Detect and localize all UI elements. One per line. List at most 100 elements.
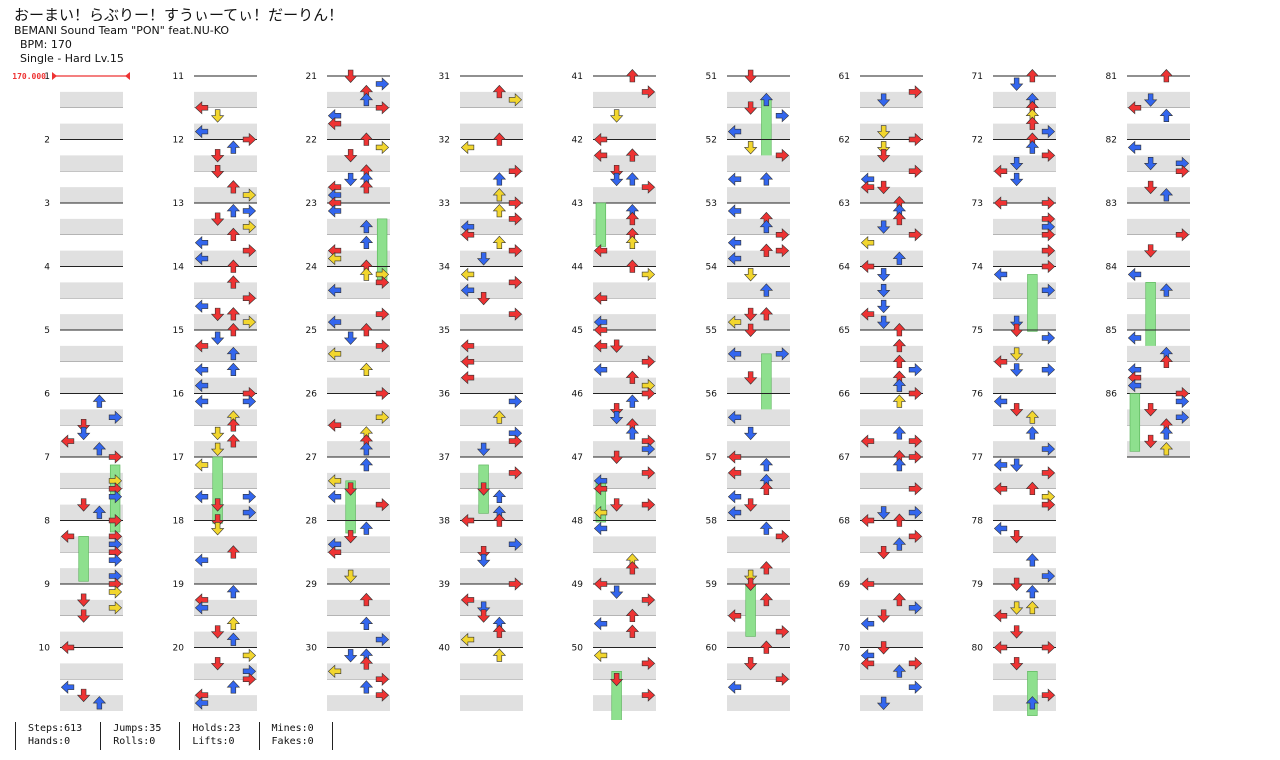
step-arrow xyxy=(242,490,257,504)
step-arrow xyxy=(727,490,742,504)
step-arrow xyxy=(476,553,491,568)
step-arrow xyxy=(1025,584,1040,599)
step-arrow xyxy=(908,505,923,520)
step-arrow xyxy=(641,442,656,456)
step-arrow-shape xyxy=(1009,601,1024,615)
step-arrow xyxy=(609,339,624,353)
measure-number: 22 xyxy=(306,136,317,146)
step-arrow xyxy=(375,339,390,353)
step-arrow-shape xyxy=(593,148,608,163)
step-arrow xyxy=(194,236,209,250)
beat-band xyxy=(460,409,523,426)
step-arrow xyxy=(593,648,608,663)
step-arrow xyxy=(76,688,91,703)
beat-band xyxy=(993,472,1056,489)
step-arrow-shape xyxy=(226,616,241,630)
step-arrow-shape xyxy=(593,482,608,496)
step-arrow xyxy=(76,593,91,607)
beat-band xyxy=(60,345,123,362)
step-arrow-shape xyxy=(625,608,640,623)
step-arrow-shape xyxy=(359,132,374,146)
step-arrow-shape xyxy=(1159,283,1174,297)
step-arrow xyxy=(759,521,774,535)
step-arrow xyxy=(759,283,774,297)
beat-band xyxy=(593,504,656,521)
measure-number: 60 xyxy=(706,644,718,654)
step-arrow-shape xyxy=(727,251,742,266)
step-arrow xyxy=(641,497,656,512)
step-arrow xyxy=(460,283,475,297)
step-arrow-shape xyxy=(343,649,358,663)
step-arrow-shape xyxy=(993,458,1008,472)
step-arrow-shape xyxy=(476,442,491,457)
step-arrow-shape xyxy=(375,672,390,686)
step-arrow-shape xyxy=(727,204,742,218)
measure-number: 74 xyxy=(972,263,984,273)
step-arrow xyxy=(876,125,891,139)
step-arrow-shape xyxy=(460,632,475,647)
step-arrow xyxy=(892,354,907,369)
beat-band xyxy=(327,441,390,457)
step-arrow-shape xyxy=(860,513,875,528)
step-arrow xyxy=(727,347,742,361)
step-arrow-shape xyxy=(743,69,758,83)
step-arrow-shape xyxy=(727,236,742,250)
beat-band xyxy=(1127,218,1190,235)
step-arrow-shape xyxy=(609,172,624,187)
beat-band xyxy=(60,663,123,680)
step-arrow-shape xyxy=(359,235,374,249)
step-arrow-shape xyxy=(743,569,758,584)
beat-band xyxy=(727,663,790,680)
measure-number: 55 xyxy=(706,326,717,336)
step-arrow xyxy=(242,132,257,147)
step-arrow-shape xyxy=(226,140,241,154)
step-arrow xyxy=(92,394,107,408)
step-arrow xyxy=(194,490,209,504)
step-arrow-shape xyxy=(775,228,790,242)
step-arrow xyxy=(327,664,342,678)
step-arrow xyxy=(1041,124,1056,139)
step-arrow xyxy=(327,490,342,504)
step-arrow-shape xyxy=(593,363,608,377)
step-arrow xyxy=(92,505,107,519)
step-arrow-shape xyxy=(194,553,209,567)
measure-number: 84 xyxy=(1106,263,1118,273)
beat-band xyxy=(460,345,523,362)
step-arrow-shape xyxy=(210,149,225,163)
lifts-count: Lifts:0 xyxy=(192,736,235,747)
step-arrow-shape xyxy=(194,124,209,139)
step-arrow xyxy=(460,593,475,607)
step-arrow xyxy=(1009,172,1024,187)
step-arrow xyxy=(1041,228,1056,242)
step-arrow xyxy=(242,315,257,329)
step-arrow-shape xyxy=(1009,315,1024,330)
measure-number: 44 xyxy=(572,263,584,273)
step-arrow-shape xyxy=(1025,553,1040,567)
hands-count: Hands:0 xyxy=(28,736,71,747)
step-arrow xyxy=(876,545,891,560)
step-arrow-shape xyxy=(60,680,75,694)
step-arrow xyxy=(1025,600,1040,615)
step-arrow-shape xyxy=(492,489,507,503)
step-arrow xyxy=(743,141,758,155)
step-arrow-shape xyxy=(194,101,209,115)
step-arrow-shape xyxy=(609,164,624,179)
step-arrow xyxy=(743,569,758,584)
step-arrow xyxy=(492,489,507,503)
step-arrow xyxy=(1143,434,1158,449)
step-arrow xyxy=(908,386,923,401)
step-arrow xyxy=(492,172,507,186)
measure-number: 31 xyxy=(439,72,450,82)
beat-band xyxy=(60,599,123,616)
step-arrow-shape xyxy=(226,275,241,289)
step-arrow-shape xyxy=(641,497,656,512)
step-arrow-shape xyxy=(226,203,241,218)
step-arrow xyxy=(359,219,374,234)
step-arrow-shape xyxy=(759,521,774,535)
step-arrow-shape xyxy=(242,291,257,305)
step-arrow-shape xyxy=(625,148,640,162)
step-arrow xyxy=(226,203,241,218)
step-arrow-shape xyxy=(641,466,656,480)
step-arrow-shape xyxy=(226,418,241,432)
step-arrow-shape xyxy=(1041,259,1056,274)
